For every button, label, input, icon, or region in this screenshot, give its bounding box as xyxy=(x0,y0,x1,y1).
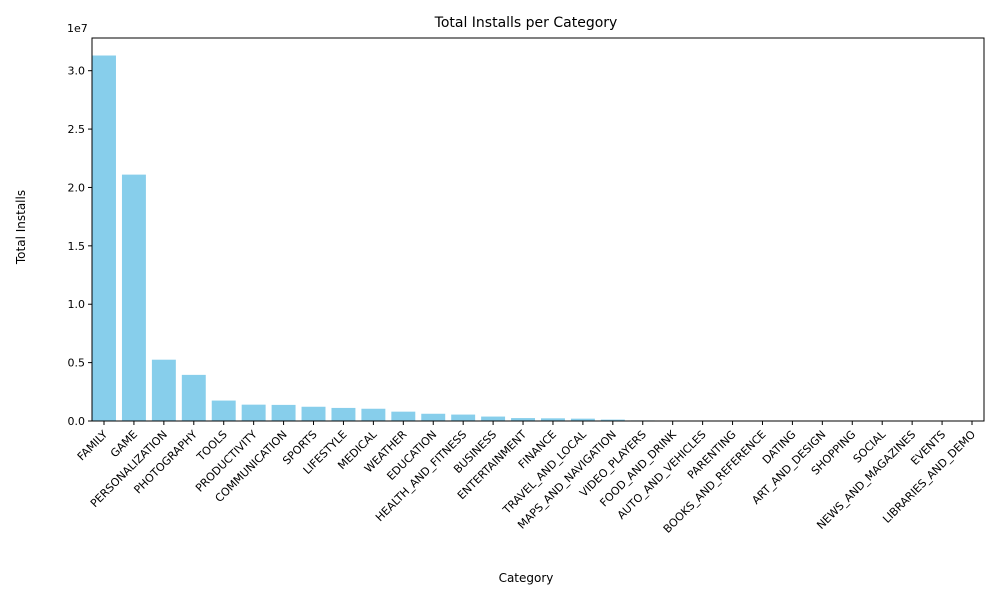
y-tick-label: 1.0 xyxy=(68,298,86,311)
bar xyxy=(361,409,385,421)
y-tick-label: 2.5 xyxy=(68,123,86,136)
bar xyxy=(272,405,296,421)
plot-area: 0.00.51.01.52.02.53.0FAMILYGAMEPERSONALI… xyxy=(68,38,985,536)
y-tick-label: 3.0 xyxy=(68,65,86,78)
bar xyxy=(481,417,505,421)
y-scale-label: 1e7 xyxy=(67,22,88,35)
plot-frame xyxy=(92,38,984,421)
bar xyxy=(122,175,146,421)
bar xyxy=(212,401,236,421)
y-tick-label: 2.0 xyxy=(68,181,86,194)
y-axis-label: Total Installs xyxy=(14,190,28,265)
x-axis-label: Category xyxy=(499,571,554,585)
bar xyxy=(451,415,475,421)
y-tick-label: 1.5 xyxy=(68,240,86,253)
chart-title: Total Installs per Category xyxy=(434,15,618,31)
bar xyxy=(302,407,326,421)
y-tick-label: 0.0 xyxy=(68,415,86,428)
bar xyxy=(92,56,116,421)
bar xyxy=(331,408,355,421)
bar xyxy=(152,360,176,421)
x-tick-label: FAMILY xyxy=(75,428,111,464)
bar xyxy=(391,412,415,421)
bar xyxy=(421,414,445,421)
y-tick-label: 0.5 xyxy=(68,357,86,370)
bar xyxy=(242,405,266,421)
bar xyxy=(182,375,206,421)
